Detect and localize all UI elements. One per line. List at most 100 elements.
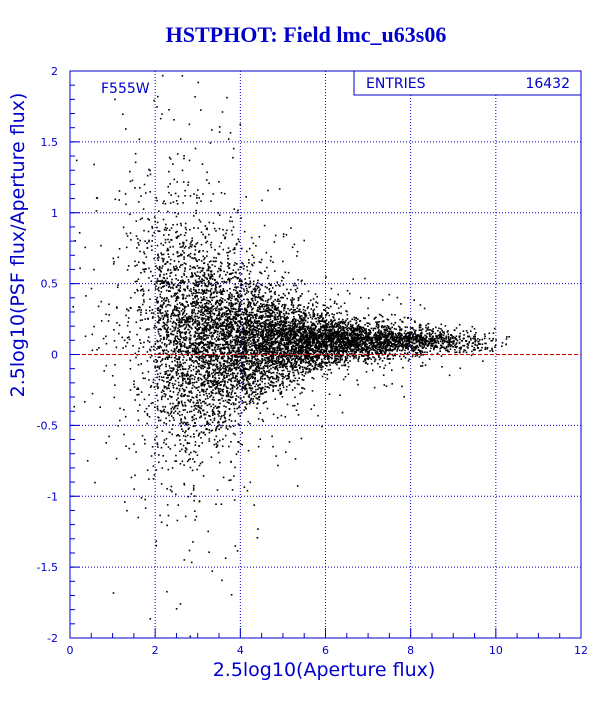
data-point [237, 412, 240, 415]
data-point [226, 401, 229, 403]
data-point [203, 303, 206, 305]
data-point [257, 396, 260, 398]
data-point [274, 366, 277, 368]
data-point [244, 406, 246, 408]
data-point [244, 386, 247, 389]
data-point [223, 192, 226, 195]
data-point [194, 342, 197, 344]
data-point [190, 390, 192, 392]
data-point [193, 322, 196, 324]
data-point [243, 230, 246, 233]
data-point [185, 331, 188, 333]
data-point [188, 391, 191, 394]
data-point [261, 358, 264, 361]
data-point [183, 258, 185, 260]
data-point [265, 314, 267, 317]
data-point [262, 308, 265, 310]
data-point [153, 474, 156, 476]
data-point [153, 99, 155, 102]
data-point [171, 296, 173, 298]
data-point [244, 361, 247, 363]
data-point [219, 461, 221, 464]
data-point [212, 355, 215, 358]
data-point [143, 251, 145, 253]
data-point [202, 290, 205, 292]
data-point [230, 364, 233, 367]
data-point [264, 316, 266, 318]
data-point [276, 375, 278, 378]
data-point [219, 364, 222, 366]
data-point [213, 329, 216, 332]
data-point [91, 349, 94, 352]
data-point [271, 346, 273, 348]
data-point [247, 315, 249, 317]
data-point [235, 287, 238, 289]
data-point [215, 329, 217, 332]
data-point [148, 394, 150, 396]
data-point [215, 289, 217, 291]
data-point [149, 348, 151, 351]
data-point [265, 251, 268, 254]
data-point [195, 209, 197, 212]
data-point [218, 319, 220, 322]
data-point [185, 324, 188, 326]
data-point [240, 351, 243, 354]
data-point [255, 332, 258, 335]
data-point [223, 314, 226, 316]
data-point [241, 247, 243, 250]
data-point [210, 273, 212, 276]
data-point [202, 349, 205, 352]
data-point [253, 303, 255, 305]
data-point [260, 322, 262, 324]
data-point [223, 405, 225, 407]
data-point [185, 306, 187, 308]
data-point [258, 343, 260, 345]
data-point [205, 413, 207, 416]
data-point [204, 398, 207, 400]
data-point [243, 342, 246, 344]
data-point [193, 305, 195, 307]
data-point [244, 393, 247, 395]
data-point [150, 455, 153, 457]
data-point [258, 348, 261, 351]
data-point [178, 289, 181, 292]
data-point [169, 379, 171, 381]
data-point [202, 346, 205, 349]
data-point [157, 254, 159, 257]
data-point [216, 301, 219, 303]
data-point [196, 343, 198, 345]
data-point [230, 396, 233, 399]
data-point [130, 239, 132, 241]
data-point [191, 309, 193, 311]
data-point [146, 328, 149, 330]
data-point [183, 328, 186, 330]
data-point [219, 393, 222, 396]
data-point [188, 442, 191, 444]
data-point [200, 109, 202, 111]
data-point [206, 343, 209, 346]
data-point [135, 356, 137, 359]
data-point [201, 163, 204, 165]
data-point [178, 366, 181, 368]
data-point [211, 305, 214, 308]
data-point [192, 425, 195, 427]
data-point [188, 332, 191, 334]
data-point [211, 284, 213, 287]
data-point [175, 236, 178, 239]
data-point [225, 341, 228, 343]
data-point [142, 261, 144, 264]
data-point [157, 365, 159, 368]
data-point [248, 311, 251, 314]
data-point [238, 383, 240, 385]
data-point [251, 254, 254, 257]
data-point [212, 384, 214, 387]
data-point [217, 323, 220, 325]
data-point [221, 313, 224, 315]
data-point [192, 384, 194, 387]
data-point [131, 179, 134, 182]
data-point [182, 372, 185, 375]
data-point [177, 315, 180, 318]
data-point [224, 380, 226, 383]
data-point [200, 355, 202, 358]
data-point [257, 317, 260, 319]
